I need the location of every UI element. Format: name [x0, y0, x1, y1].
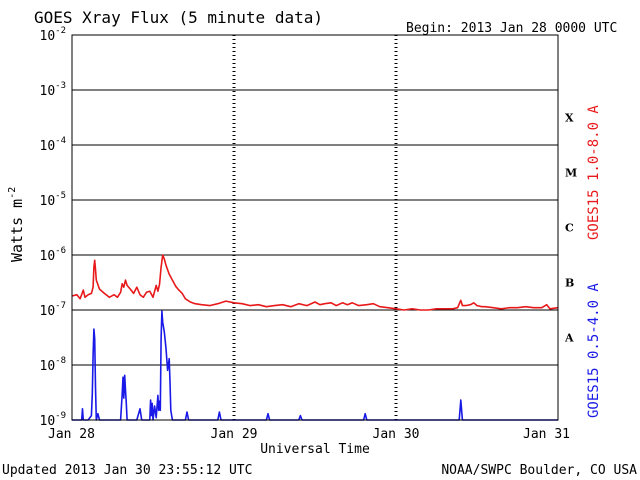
- flare-class-label: B: [565, 277, 574, 290]
- flare-class-label: M: [565, 167, 577, 180]
- y-tick-label: 10-8: [40, 356, 67, 374]
- y-tick-label: 10-6: [40, 246, 67, 264]
- y-tick-mantissa: 10: [40, 84, 56, 99]
- day-gridlines: [232, 35, 398, 420]
- y-tick-mantissa: 10: [40, 304, 56, 319]
- y-tick-mantissa: 10: [40, 249, 56, 264]
- series-layer: [71, 254, 559, 421]
- series-label-long: GOES15 1.0-8.0 A: [586, 105, 602, 240]
- y-tick-label: 10-5: [40, 191, 67, 209]
- flare-class-labels: X M C B A: [564, 112, 577, 345]
- plot-frame: [71, 34, 559, 421]
- y-tick-exponent: -6: [55, 246, 66, 256]
- y-tick-exponent: -8: [55, 356, 66, 366]
- flare-class-label: X: [565, 112, 574, 125]
- y-tick-label: 10-2: [40, 26, 67, 44]
- y-tick-mantissa: 10: [40, 194, 56, 209]
- y-tick-exponent: -4: [55, 136, 66, 146]
- x-axis-label: Universal Time: [260, 442, 370, 457]
- y-axis-ticks: 10-210-310-410-510-610-710-810-9: [40, 26, 67, 429]
- y-axis-label-sup: -2: [7, 187, 18, 199]
- y-tick-mantissa: 10: [40, 29, 56, 44]
- y-tick-label: 10-3: [40, 81, 67, 99]
- decade-gridlines: [72, 89, 558, 366]
- y-axis-label: Watts m-2: [7, 187, 26, 262]
- begin-label: Begin: 2013 Jan 28 0000 UTC: [406, 21, 617, 36]
- y-tick-label: 10-4: [40, 136, 67, 154]
- x-tick-label: Jan 30: [373, 427, 420, 442]
- x-tick-label: Jan 28: [48, 427, 95, 442]
- y-tick-exponent: -7: [55, 301, 66, 311]
- credit-text: NOAA/SWPC Boulder, CO USA: [441, 463, 637, 478]
- y-tick-exponent: -2: [55, 26, 66, 36]
- y-tick-mantissa: 10: [40, 139, 56, 154]
- updated-timestamp: Updated 2013 Jan 30 23:55:12 UTC: [2, 463, 252, 478]
- y-tick-label: 10-7: [40, 301, 67, 319]
- x-tick-label: Jan 29: [211, 427, 258, 442]
- flare-class-label: C: [565, 222, 574, 235]
- chart-title: GOES Xray Flux (5 minute data): [34, 8, 323, 27]
- y-tick-label: 10-9: [40, 411, 67, 429]
- y-tick-exponent: -9: [55, 411, 66, 421]
- y-tick-mantissa: 10: [40, 414, 56, 429]
- y-axis-label-text: Watts m: [8, 199, 26, 262]
- y-tick-mantissa: 10: [40, 359, 56, 374]
- x-axis-ticks: Jan 28 Jan 29 Jan 30 Jan 31: [48, 427, 570, 442]
- x-tick-label: Jan 31: [523, 427, 570, 442]
- series-line-long: [71, 254, 559, 311]
- flare-class-label: A: [564, 332, 574, 345]
- y-tick-exponent: -5: [55, 191, 66, 201]
- y-tick-exponent: -3: [55, 81, 66, 91]
- series-line-short: [72, 310, 558, 421]
- series-label-short: GOES15 0.5-4.0 A: [586, 283, 602, 418]
